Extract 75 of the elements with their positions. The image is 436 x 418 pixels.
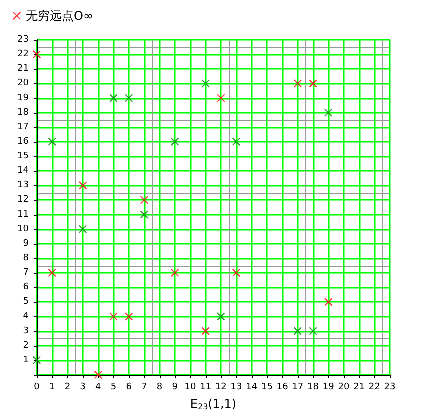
x-tick-label: 3 [80,382,86,392]
point [79,225,88,234]
x-tick-label: 23 [384,382,396,392]
y-tick-label: 22 [18,50,29,60]
point [294,327,302,336]
y-tick-label: 3 [23,326,29,336]
x-tick-label: 12 [215,382,227,392]
y-tick-label: 21 [18,64,29,74]
y-tick-label: 10 [18,224,30,234]
point [33,356,41,364]
point [140,210,148,219]
point [324,298,333,306]
y-tick-label: 19 [18,93,30,104]
y-tick-label: 17 [18,122,29,132]
y-tick-label: 5 [23,297,29,308]
y-tick-label: 8 [23,253,30,264]
x-tick-label: 21 [354,382,366,392]
point [79,182,88,190]
point [171,138,180,146]
x-tick-label: 10 [184,382,196,392]
x-tick-label: 15 [261,382,273,392]
x-tick-label: 11 [200,382,212,392]
x-tick-label: 9 [172,382,178,392]
y-tick-label: 20 [18,78,30,89]
y-tick-label: 6 [23,282,30,293]
x-tick-label: 22 [368,382,380,392]
legend-label: 无穷远点O∞ [26,9,94,23]
point [140,196,148,204]
point [309,327,318,336]
point [94,371,102,379]
point [217,312,226,321]
point [110,94,118,102]
x-tick-label: 8 [156,382,163,392]
point [48,269,56,278]
point [48,138,56,146]
y-tick-label: 13 [18,180,29,191]
y-tick-label: 23 [18,35,29,45]
point [33,50,41,59]
y-tick-label: 11 [18,210,29,220]
point [110,312,118,321]
y-tick-label: 4 [23,312,30,322]
x-tick-label: 13 [230,382,242,392]
x-tick-label: 2 [64,382,71,392]
x-tick-label: 0 [34,382,40,392]
point [232,269,241,278]
y-tick-label: 7 [23,268,29,278]
y-tick-label: 14 [18,166,30,176]
point [294,80,302,88]
point [217,94,226,102]
point [125,94,134,102]
point [202,327,210,336]
x-tick-label: 19 [322,382,335,392]
y-tick-label: 9 [23,238,30,249]
point [232,138,241,146]
y-tick-label: 12 [18,195,29,206]
point [202,80,210,88]
x-tick-label: 14 [246,382,258,392]
y-tick-label: 1 [23,355,29,366]
x-tick-label: 18 [308,382,320,392]
point [309,80,318,88]
x-tick-label: 17 [292,382,304,392]
point [171,269,180,278]
y-tick-label: 2 [23,340,29,351]
y-tick-label: 16 [18,136,30,147]
y-tick-label: 15 [18,152,29,162]
x-tick-label: 4 [96,382,102,392]
point [324,108,333,117]
x-tick-label: 5 [110,382,117,392]
point [125,312,134,321]
x-tick-label: 20 [338,382,350,392]
x-tick-label: 7 [142,382,148,392]
x-tick-label: 1 [49,382,56,392]
x-tick-label: 6 [126,382,132,392]
y-tick-label: 18 [18,108,30,118]
x-tick-label: 16 [276,382,289,392]
